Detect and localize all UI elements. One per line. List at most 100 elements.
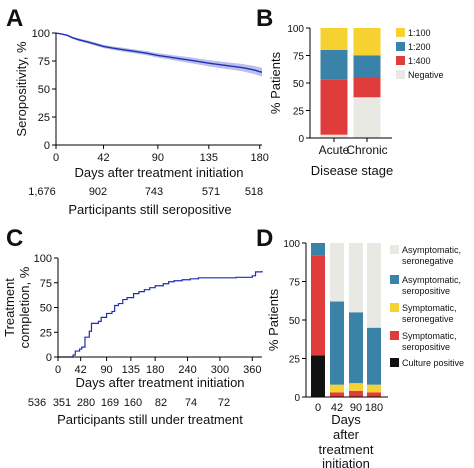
- panel-b-xtick-label: Acute: [319, 143, 350, 157]
- panel-d-bar-day-180-segment: [367, 327, 381, 385]
- panel-a-risk-count: 1,676: [28, 186, 56, 198]
- panel-c-xlabel: Days after treatment initiation: [75, 375, 244, 390]
- panel-d-bar-day-90-segment: [349, 312, 363, 384]
- panel-a-ytick-label: 75: [38, 56, 50, 68]
- panel-c-xtick-label: 300: [211, 364, 229, 376]
- panel-c-risk-count: 72: [218, 397, 230, 409]
- panel-a-seropositivity-line: [55, 32, 263, 73]
- panel-b-ytick-label: 75: [293, 52, 305, 63]
- panel-a-ytick-label: 50: [38, 84, 50, 96]
- panel-label-a: A: [6, 5, 23, 32]
- panel-d-xtick-label: 42: [331, 402, 343, 414]
- panel-d-legend-label: Culture positive: [402, 358, 464, 368]
- panel-b-bar-acute-segment: [320, 134, 348, 138]
- panel-b-legend-label: 1:100: [408, 28, 431, 38]
- panel-b-bar-acute-segment: [320, 79, 348, 135]
- panel-c-ytick-label: 25: [40, 327, 52, 339]
- panel-d-xtick-label: 180: [365, 402, 383, 414]
- panel-b-ytick-label: 0: [298, 134, 304, 145]
- panel-d-bar-day-180-segment: [367, 392, 381, 397]
- panel-d-bar-day-90-segment: [349, 383, 363, 391]
- panel-a-ytick-label: 25: [38, 112, 50, 124]
- panel-c-xtick-label: 240: [178, 364, 196, 376]
- panel-b-bar-chronic-segment: [353, 28, 381, 56]
- panel-c-xtick-label: 135: [122, 364, 140, 376]
- panel-b-ylabel: % Patients: [268, 51, 283, 114]
- panel-d-legend-label: seropositive: [402, 342, 450, 352]
- panel-c-ytick-label: 75: [40, 278, 52, 290]
- panel-a-ytick-label: 0: [44, 140, 50, 152]
- panel-c-ylabel-line2: completion, %: [17, 266, 32, 348]
- panel-c-xtick-label: 360: [243, 364, 261, 376]
- panel-b-legend-swatch: [396, 70, 405, 79]
- panel-d-legend-label: Asymptomatic,: [402, 275, 461, 285]
- panel-c-ytick-label: 0: [46, 352, 52, 364]
- panel-b-ytick-label: 100: [287, 24, 304, 35]
- panel-a-confidence-band: [56, 33, 262, 77]
- panel-b-bar-acute-segment: [320, 28, 348, 50]
- panel-label-c: C: [6, 225, 23, 252]
- panel-a-ytick-label: 100: [32, 28, 50, 40]
- panel-b-ytick-label: 25: [293, 107, 305, 118]
- panel-d-ytick-label: 0: [294, 393, 300, 404]
- panel-b-legend-label: Negative: [408, 70, 444, 80]
- panel-d-ytick-label: 75: [289, 278, 301, 289]
- panel-c-risk-count: 74: [185, 397, 197, 409]
- panel-c-xtick-label: 0: [55, 364, 61, 376]
- panel-d-bar-day-0-segment: [311, 243, 325, 256]
- panel-b-bar-chronic-segment: [353, 97, 381, 138]
- panel-d-legend-swatch: [390, 303, 399, 312]
- panel-d-bar-day-42-segment: [330, 384, 344, 393]
- panel-d-legend-swatch: [390, 245, 399, 254]
- panel-d-legend-label: Symptomatic,: [402, 303, 457, 313]
- panel-a-xtick-label: 135: [200, 152, 218, 164]
- panel-c-risk-count: 160: [124, 397, 142, 409]
- panel-label-d: D: [256, 225, 273, 252]
- panel-a-xlabel: Days after treatment initiation: [74, 165, 243, 180]
- panel-c-risk-count: 280: [77, 397, 95, 409]
- panel-c-xtick-label: 42: [75, 364, 87, 376]
- panel-d-xlabel-line: initiation: [322, 456, 370, 468]
- panel-d-bar-day-90-segment: [349, 243, 363, 313]
- panel-d-bar-day-0-segment: [311, 255, 325, 356]
- panel-d-bar-day-180-segment: [367, 243, 381, 328]
- panel-b-xlabel: Disease stage: [311, 163, 393, 178]
- panel-a-xtick-label: 180: [251, 152, 269, 164]
- panel-d-bar-day-42-segment: [330, 243, 344, 302]
- panel-d-legend-label: Symptomatic,: [402, 331, 457, 341]
- panel-c-risk-count: 169: [101, 397, 119, 409]
- panel-d-legend-swatch: [390, 275, 399, 284]
- panel-a-xtick-label: 90: [152, 152, 164, 164]
- panel-b-legend-label: 1:200: [408, 42, 431, 52]
- panel-b-bar-chronic-segment: [353, 55, 381, 78]
- panel-b-legend-swatch: [396, 42, 405, 51]
- panel-d-xlabel-line: treatment: [319, 442, 374, 457]
- panel-d-bar-day-42-segment: [330, 392, 344, 397]
- panel-d-ytick-label: 50: [289, 316, 301, 327]
- panel-b-legend-label: 1:400: [408, 56, 431, 66]
- panel-a-ylabel: Seropositivity, %: [14, 41, 29, 137]
- panel-d-legend-label: seronegative: [402, 256, 454, 266]
- panel-c-risk-count: 351: [53, 397, 71, 409]
- panel-c-ylabel-line1: Treatment: [2, 278, 17, 337]
- panel-d-legend-label: seropositive: [402, 286, 450, 296]
- panel-c-completion-line: [58, 270, 263, 358]
- panel-d-xlabel-line: Days: [331, 412, 361, 427]
- panel-a-xtick-label: 0: [53, 152, 59, 164]
- panel-a-risk-count: 743: [145, 186, 163, 198]
- panel-b-legend-swatch: [396, 28, 405, 37]
- panel-d-legend-swatch: [390, 331, 399, 340]
- panel-b-xtick-label: Chronic: [346, 143, 387, 157]
- panel-b-ytick-label: 50: [293, 79, 305, 90]
- panel-c-risk-label: Participants still under treatment: [57, 412, 243, 427]
- panel-b-bar-acute-segment: [320, 50, 348, 80]
- panel-d-ytick-label: 25: [289, 355, 301, 366]
- panel-c-risk-count: 536: [28, 397, 46, 409]
- panel-d-legend-swatch: [390, 358, 399, 367]
- panel-c-ytick-label: 100: [34, 253, 52, 265]
- panel-d-xlabel-line: after: [333, 427, 360, 442]
- panel-label-b: B: [256, 5, 273, 32]
- panel-d-ytick-label: 100: [283, 239, 300, 250]
- panel-c-xtick-label: 90: [100, 364, 112, 376]
- panel-d-ylabel: % Patients: [266, 288, 281, 351]
